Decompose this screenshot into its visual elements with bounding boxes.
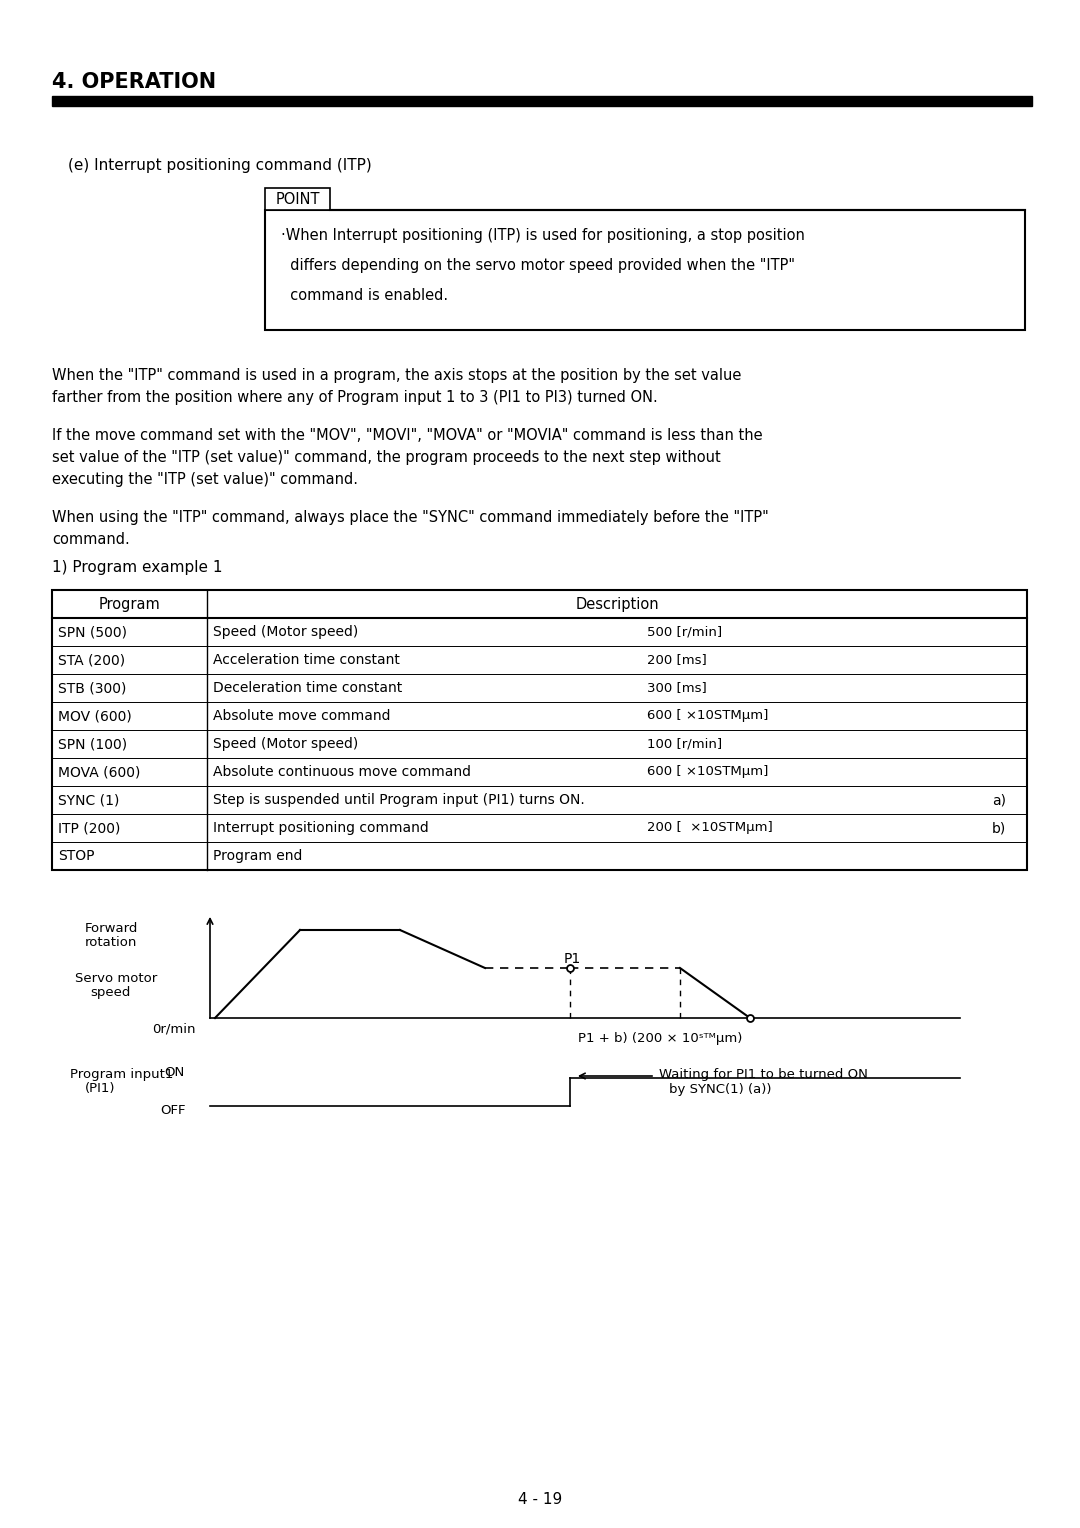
Text: Forward: Forward [85, 921, 138, 935]
Text: P1 + b) (200 × 10ˢᵀᴹμm): P1 + b) (200 × 10ˢᵀᴹμm) [578, 1031, 742, 1045]
Text: 300 [ms]: 300 [ms] [647, 681, 706, 695]
Text: 200 [ms]: 200 [ms] [647, 654, 706, 666]
Text: a): a) [993, 793, 1005, 807]
Text: by SYNC(1) (a)): by SYNC(1) (a)) [669, 1083, 771, 1096]
Text: ITP (200): ITP (200) [58, 821, 120, 834]
Text: ·When Interrupt positioning (ITP) is used for positioning, a stop position: ·When Interrupt positioning (ITP) is use… [281, 228, 805, 243]
Text: b): b) [991, 821, 1007, 834]
Text: POINT: POINT [275, 191, 320, 206]
Bar [265, 209, 1025, 330]
Text: STA (200): STA (200) [58, 652, 125, 668]
Text: 4 - 19: 4 - 19 [518, 1491, 562, 1507]
Text: OFF: OFF [160, 1105, 186, 1117]
Text: farther from the position where any of Program input 1 to 3 (PI1 to PI3) turned : farther from the position where any of P… [52, 390, 658, 405]
Text: Description: Description [576, 596, 659, 611]
Text: Absolute move command: Absolute move command [213, 709, 391, 723]
Text: executing the "ITP (set value)" command.: executing the "ITP (set value)" command. [52, 472, 357, 487]
Text: ON: ON [164, 1067, 185, 1079]
Text: Absolute continuous move command: Absolute continuous move command [213, 766, 471, 779]
Text: 100 [r/min]: 100 [r/min] [647, 738, 723, 750]
Text: STOP: STOP [58, 850, 95, 863]
Text: Acceleration time constant: Acceleration time constant [213, 652, 400, 668]
Text: P1: P1 [564, 952, 581, 966]
Text: rotation: rotation [85, 937, 137, 949]
Text: 600 [ ×10STMμm]: 600 [ ×10STMμm] [647, 766, 768, 778]
Text: (PI1): (PI1) [85, 1082, 116, 1096]
Text: Speed (Motor speed): Speed (Motor speed) [213, 625, 359, 639]
Text: command.: command. [52, 532, 130, 547]
Text: command is enabled.: command is enabled. [281, 287, 448, 303]
Text: 4. OPERATION: 4. OPERATION [52, 72, 216, 92]
Text: SYNC (1): SYNC (1) [58, 793, 120, 807]
Text: Program: Program [98, 596, 160, 611]
Bar [52, 96, 1032, 105]
Text: Deceleration time constant: Deceleration time constant [213, 681, 402, 695]
Text: 200 [  ×10STMμm]: 200 [ ×10STMμm] [647, 822, 773, 834]
Text: differs depending on the servo motor speed provided when the "ITP": differs depending on the servo motor spe… [281, 258, 795, 274]
Text: Program input1: Program input1 [70, 1068, 174, 1080]
Text: 600 [ ×10STMμm]: 600 [ ×10STMμm] [647, 709, 768, 723]
Text: Program end: Program end [213, 850, 302, 863]
Text: Interrupt positioning command: Interrupt positioning command [213, 821, 429, 834]
Text: When using the "ITP" command, always place the "SYNC" command immediately before: When using the "ITP" command, always pla… [52, 510, 769, 526]
Text: (e) Interrupt positioning command (ITP): (e) Interrupt positioning command (ITP) [68, 157, 372, 173]
Text: 1) Program example 1: 1) Program example 1 [52, 559, 222, 575]
Text: 500 [r/min]: 500 [r/min] [647, 625, 723, 639]
Text: Servo motor: Servo motor [75, 972, 158, 986]
Text: Speed (Motor speed): Speed (Motor speed) [213, 736, 359, 750]
Text: If the move command set with the "MOV", "MOVI", "MOVA" or "MOVIA" command is les: If the move command set with the "MOV", … [52, 428, 762, 443]
Text: SPN (500): SPN (500) [58, 625, 127, 639]
Bar [265, 188, 330, 209]
Text: set value of the "ITP (set value)" command, the program proceeds to the next ste: set value of the "ITP (set value)" comma… [52, 451, 720, 465]
Text: Waiting for PI1 to be turned ON: Waiting for PI1 to be turned ON [659, 1068, 868, 1080]
Text: When the "ITP" command is used in a program, the axis stops at the position by t: When the "ITP" command is used in a prog… [52, 368, 741, 384]
Text: 0r/min: 0r/min [152, 1022, 195, 1034]
Bar [52, 590, 1027, 869]
Text: MOV (600): MOV (600) [58, 709, 132, 723]
Text: MOVA (600): MOVA (600) [58, 766, 140, 779]
Text: STB (300): STB (300) [58, 681, 126, 695]
Text: SPN (100): SPN (100) [58, 736, 127, 750]
Text: speed: speed [90, 986, 131, 999]
Text: Step is suspended until Program input (PI1) turns ON.: Step is suspended until Program input (P… [213, 793, 584, 807]
